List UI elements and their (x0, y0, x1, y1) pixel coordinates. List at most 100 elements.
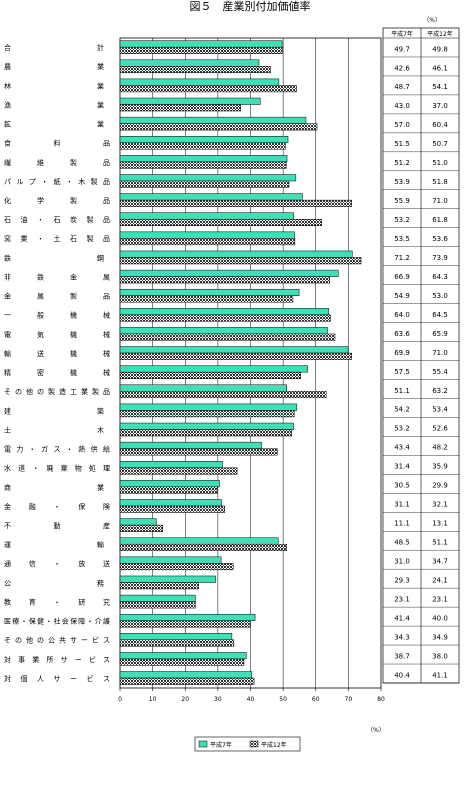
bar-series-2 (119, 467, 238, 475)
bar-series-2 (119, 486, 218, 494)
table-cell: 48.2 (432, 444, 448, 452)
table-cell: 71.0 (432, 197, 448, 205)
category-label: 一般機械 (4, 311, 110, 320)
bar-series-2 (119, 639, 235, 647)
category-label: 漁業 (4, 100, 104, 109)
table-cell: 64.3 (432, 273, 448, 281)
table-header-cell: 平成7年 (391, 30, 413, 38)
bar-series-1 (119, 518, 157, 526)
category-label: 建築 (4, 406, 104, 415)
table-cell: 31.4 (394, 463, 410, 471)
table-cell: 51.5 (394, 140, 410, 148)
bar-series-1 (119, 461, 223, 469)
bar-series-2 (119, 218, 322, 226)
bar-series-2 (119, 391, 327, 399)
category-label: 食料品 (4, 139, 110, 148)
table-cell: 53.2 (394, 425, 410, 433)
bar-series-2 (119, 295, 294, 303)
x-tick-label: 60 (312, 696, 320, 703)
legend-swatch-series-1 (198, 740, 208, 748)
table-cell: 55.4 (432, 368, 448, 376)
table-cell: 48.5 (394, 539, 410, 547)
table-cell: 66.9 (394, 273, 410, 281)
legend: 平成7年 平成12年 (194, 736, 301, 752)
x-tick-label: 10 (149, 696, 157, 703)
bar-series-2 (119, 180, 290, 188)
category-label: その他の公共サービス (4, 636, 110, 645)
x-tick-label: 50 (279, 696, 287, 703)
table-unit-label: （%） (423, 17, 441, 24)
bar-series-1 (119, 78, 280, 86)
table-cell: 40.4 (394, 671, 410, 679)
table-cell: 53.2 (394, 216, 410, 224)
category-label: 金融・保険 (4, 502, 110, 511)
category-label: 電力・ガス・熱供給 (4, 445, 110, 454)
table-cell: 31.0 (394, 557, 410, 565)
bar-series-2 (119, 142, 286, 150)
bar-series-2 (119, 238, 296, 246)
table-cell: 29.3 (394, 576, 410, 584)
table-cell: 46.1 (432, 64, 448, 72)
table-cell: 65.9 (432, 330, 448, 338)
bar-series-2 (119, 123, 318, 131)
table-cell: 57.5 (394, 368, 410, 376)
bar-series-1 (119, 231, 295, 239)
table-cell: 30.5 (394, 482, 410, 490)
bar-series-2 (119, 563, 234, 571)
x-axis-unit: （%） (367, 727, 385, 734)
bar-series-1 (119, 212, 294, 220)
category-label: 合計 (4, 43, 104, 52)
table-cell: 73.9 (432, 254, 448, 262)
bar-series-1 (119, 594, 196, 602)
bar-series-2 (119, 677, 255, 685)
bar-series-2 (119, 66, 271, 74)
bar-series-2 (119, 371, 301, 379)
table-cell: 40.0 (432, 614, 448, 622)
table-cell: 53.9 (394, 178, 410, 186)
x-tick-label: 70 (345, 696, 353, 703)
table-cell: 23.1 (432, 595, 448, 603)
legend-swatch-series-2 (249, 740, 259, 748)
table-cell: 51.2 (394, 159, 410, 167)
category-label: 繊維製品 (4, 158, 110, 167)
bar-series-1 (119, 250, 353, 258)
table-cell: 54.1 (432, 83, 448, 91)
category-label: その他の製造工業製品 (4, 387, 110, 396)
legend-label-series-2: 平成12年 (261, 741, 287, 749)
table-cell: 38.7 (394, 652, 410, 660)
table-cell: 51.1 (394, 387, 410, 395)
bar-series-1 (119, 575, 216, 583)
table-cell: 53.0 (432, 292, 448, 300)
bar-series-2 (119, 257, 362, 265)
category-label: 金属製品 (4, 292, 110, 301)
category-label: 医療・保健・社会保障・介護 (4, 617, 110, 626)
bar-series-1 (119, 40, 283, 48)
table-cell: 34.3 (394, 633, 410, 641)
table-cell: 71.2 (394, 254, 410, 262)
table-cell: 48.7 (394, 83, 410, 91)
category-label: 通信・放送 (4, 559, 110, 568)
table-cell: 57.0 (394, 121, 410, 129)
bar-series-2 (119, 352, 352, 360)
table-cell: 69.9 (394, 349, 410, 357)
data-table: 平成7年 平成12年 49.7 49.8 42.6 46.1 48.7 54.1 43.0 37.… (382, 27, 460, 684)
category-label: 公務 (4, 578, 104, 587)
table-cell: 51.8 (432, 178, 448, 186)
table-cell: 43.4 (394, 444, 410, 452)
table-cell: 38.0 (432, 652, 448, 660)
bar-series-2 (119, 161, 287, 169)
bar-series-1 (119, 269, 339, 277)
category-label: 対事業所サービス (4, 655, 110, 664)
bar-series-1 (119, 671, 253, 679)
table-cell: 71.0 (432, 349, 448, 357)
plot-area: 0 10 20 30 40 50 60 70 80 合計農業林業漁業鉱業食料品繊維製品パルプ・紙・… (4, 37, 385, 703)
table-cell: 51.0 (432, 159, 448, 167)
table-cell: 55.9 (394, 197, 410, 205)
category-label: 土木 (4, 425, 104, 434)
bar-series-2 (119, 104, 241, 112)
category-label: 水道・廃棄物処理 (4, 464, 110, 473)
bar-series-1 (119, 174, 297, 182)
table-cell: 41.4 (394, 614, 410, 622)
bar-series-1 (119, 403, 298, 411)
table-header-cell: 平成12年 (427, 30, 453, 38)
